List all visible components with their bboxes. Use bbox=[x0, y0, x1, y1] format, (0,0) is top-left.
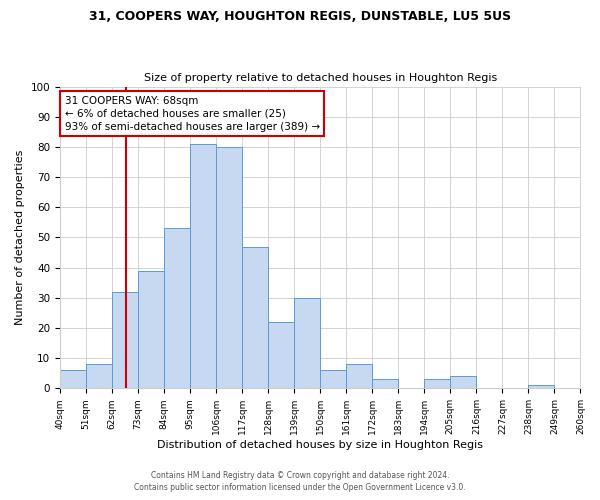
Bar bbox=[451, 376, 476, 388]
Bar bbox=[346, 364, 372, 388]
Bar bbox=[216, 147, 242, 388]
Bar bbox=[190, 144, 216, 388]
Bar bbox=[424, 380, 451, 388]
Bar bbox=[112, 292, 138, 388]
Text: 31 COOPERS WAY: 68sqm
← 6% of detached houses are smaller (25)
93% of semi-detac: 31 COOPERS WAY: 68sqm ← 6% of detached h… bbox=[65, 96, 320, 132]
Bar bbox=[372, 380, 398, 388]
Bar bbox=[138, 270, 164, 388]
Bar bbox=[529, 386, 554, 388]
Bar bbox=[268, 322, 294, 388]
Bar bbox=[86, 364, 112, 388]
Bar bbox=[164, 228, 190, 388]
Text: Contains HM Land Registry data © Crown copyright and database right 2024.
Contai: Contains HM Land Registry data © Crown c… bbox=[134, 471, 466, 492]
Bar bbox=[242, 246, 268, 388]
Text: 31, COOPERS WAY, HOUGHTON REGIS, DUNSTABLE, LU5 5US: 31, COOPERS WAY, HOUGHTON REGIS, DUNSTAB… bbox=[89, 10, 511, 23]
Title: Size of property relative to detached houses in Houghton Regis: Size of property relative to detached ho… bbox=[143, 73, 497, 83]
Bar bbox=[294, 298, 320, 388]
Y-axis label: Number of detached properties: Number of detached properties bbox=[15, 150, 25, 325]
X-axis label: Distribution of detached houses by size in Houghton Regis: Distribution of detached houses by size … bbox=[157, 440, 483, 450]
Bar bbox=[320, 370, 346, 388]
Bar bbox=[60, 370, 86, 388]
